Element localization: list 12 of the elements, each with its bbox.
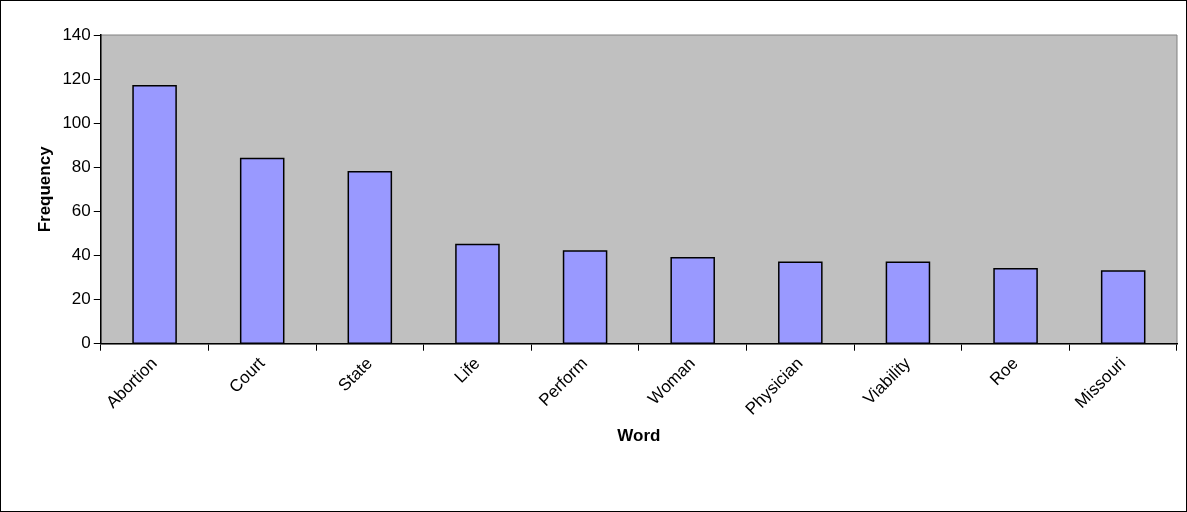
y-tick-label: 80: [71, 157, 91, 176]
y-tick-label: 60: [71, 201, 91, 221]
y-tick-label: 120: [62, 68, 91, 88]
x-tick-label: Roe: [986, 353, 1022, 390]
y-tick-label: 40: [71, 245, 91, 265]
x-tick-label: Life: [450, 353, 484, 387]
y-tick-label: 20: [71, 289, 91, 309]
y-tick-label: 100: [62, 112, 91, 132]
y-axis-title: Frequency: [34, 145, 54, 233]
y-tick-label: 0: [81, 333, 91, 353]
y-tick-label: 140: [62, 24, 91, 44]
x-axis-title: Word: [617, 426, 661, 446]
